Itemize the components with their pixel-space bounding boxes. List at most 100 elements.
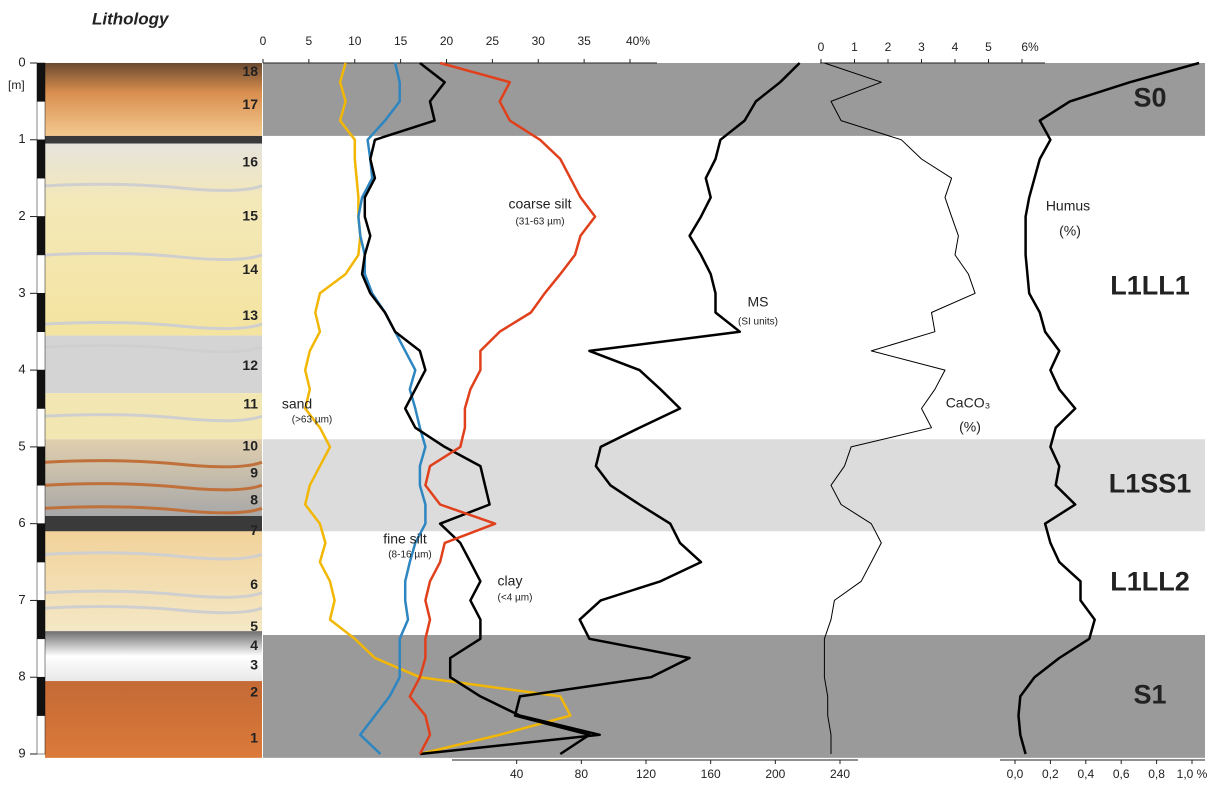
- depth-tick-label: 8: [18, 669, 25, 684]
- scale-bar: [36, 715, 46, 755]
- unit-label: 1: [250, 729, 258, 745]
- scale-bar: [36, 408, 46, 448]
- unit-label: 2: [250, 683, 258, 699]
- x-tick-label: 0,0: [1007, 767, 1024, 781]
- lithology-stripe: [44, 182, 263, 192]
- series-line: [823, 62, 976, 754]
- unit-label: 5: [250, 618, 258, 634]
- series-line: [1017, 61, 1200, 755]
- depth-tick-label: 5: [18, 438, 25, 453]
- x-tick-label: 25: [486, 34, 500, 48]
- x-tick-label: 20: [440, 34, 454, 48]
- x-tick-label: 0: [260, 34, 267, 48]
- zone-band: [263, 634, 1205, 758]
- lithology-stripe: [44, 605, 263, 615]
- lithology-layer: [45, 335, 262, 394]
- depth-tick-label: 0: [18, 54, 25, 69]
- series-label: fine silt: [383, 531, 427, 547]
- scale-bar: [36, 485, 46, 524]
- series-line: [303, 62, 572, 756]
- scale-bar: [36, 139, 46, 179]
- depth-tick-label: 2: [18, 208, 25, 223]
- unit-label: 3: [250, 656, 258, 672]
- series-note: (<4 µm): [498, 593, 533, 604]
- scale-bar: [36, 638, 46, 678]
- scale-bar: [36, 101, 46, 141]
- zone-label: S0: [1133, 83, 1166, 113]
- unit-label: 11: [243, 395, 258, 411]
- scale-bar: [36, 293, 46, 332]
- series-line: [357, 62, 427, 755]
- zone-label: L1LL2: [1110, 566, 1190, 596]
- lithology-stripe: [44, 413, 263, 423]
- lithology-stripe: [44, 459, 263, 469]
- zone-band: [263, 63, 1205, 136]
- series-note: (%): [959, 419, 981, 435]
- lithology-column: [36, 62, 263, 758]
- series-note: (8-16 µm): [388, 550, 432, 561]
- series-line: [360, 62, 601, 756]
- series-line: [408, 61, 597, 755]
- lithology-stripe: [44, 589, 263, 599]
- unit-label: 12: [242, 357, 258, 373]
- x-tick-label: 5: [985, 40, 992, 54]
- zone-label: S1: [1133, 680, 1166, 710]
- series-label: MS: [748, 294, 769, 310]
- x-tick-label: 0,2: [1042, 767, 1059, 781]
- unit-label: 15: [242, 207, 258, 223]
- depth-tick-label: 1: [18, 131, 25, 146]
- unit-label: 17: [242, 96, 258, 112]
- unit-label: 6: [250, 576, 258, 592]
- scale-bar: [36, 177, 46, 217]
- x-tick-label: 40: [510, 767, 524, 781]
- lithology-layer: [45, 681, 262, 758]
- depth-tick-label: 7: [18, 592, 25, 607]
- unit-label: 7: [250, 522, 258, 538]
- unit-label: 14: [242, 261, 258, 277]
- depth-tick-label: 3: [18, 285, 25, 300]
- scale-bar: [36, 369, 46, 409]
- x-tick-label: 15: [394, 34, 408, 48]
- zone-band: [263, 135, 1205, 440]
- zone-label: L1SS1: [1109, 468, 1192, 498]
- x-tick-label: 0: [818, 40, 825, 54]
- zones: [263, 63, 1205, 758]
- scale-bar: [36, 254, 46, 294]
- scale-bar: [36, 331, 46, 371]
- zone-label: L1LL1: [1110, 271, 1190, 301]
- x-tick-label: 160: [701, 767, 721, 781]
- series-label: Humus: [1046, 198, 1090, 214]
- series-note: (>63 µm): [292, 415, 333, 426]
- series-label: clay: [498, 573, 523, 589]
- lithology-layer: [45, 515, 262, 532]
- x-tick-label: 200: [765, 767, 785, 781]
- x-tick-label: 4: [952, 40, 959, 54]
- x-tick-label: 2: [885, 40, 892, 54]
- depth-tick-label: 4: [18, 362, 25, 377]
- x-tick-label: 35: [577, 34, 591, 48]
- lithology-stripe: [44, 505, 263, 515]
- x-tick-label: 30: [532, 34, 546, 48]
- scale-bar: [36, 523, 46, 563]
- x-tick-label: 10: [348, 34, 362, 48]
- series-note: (%): [1059, 223, 1081, 239]
- unit-label: 9: [250, 464, 258, 480]
- lithology-stripe: [44, 482, 263, 492]
- lithology-title: Lithology: [92, 9, 170, 28]
- x-tick-label: 80: [575, 767, 589, 781]
- unit-label: 16: [242, 154, 258, 170]
- x-tick-label: 0,6: [1113, 767, 1130, 781]
- lithology-layer: [45, 531, 262, 632]
- unit-label: 10: [242, 438, 258, 454]
- scale-bar: [36, 446, 46, 486]
- depth-unit: [m]: [8, 78, 25, 92]
- x-tick-label: 0,4: [1077, 767, 1094, 781]
- scale-bar: [36, 216, 46, 256]
- depth-tick-label: 6: [18, 515, 25, 530]
- series-label: coarse silt: [508, 196, 571, 212]
- unit-label: 13: [242, 307, 258, 323]
- x-tick-label: 5: [306, 34, 313, 48]
- x-tick-label: 120: [636, 767, 656, 781]
- unit-label: 4: [250, 637, 258, 653]
